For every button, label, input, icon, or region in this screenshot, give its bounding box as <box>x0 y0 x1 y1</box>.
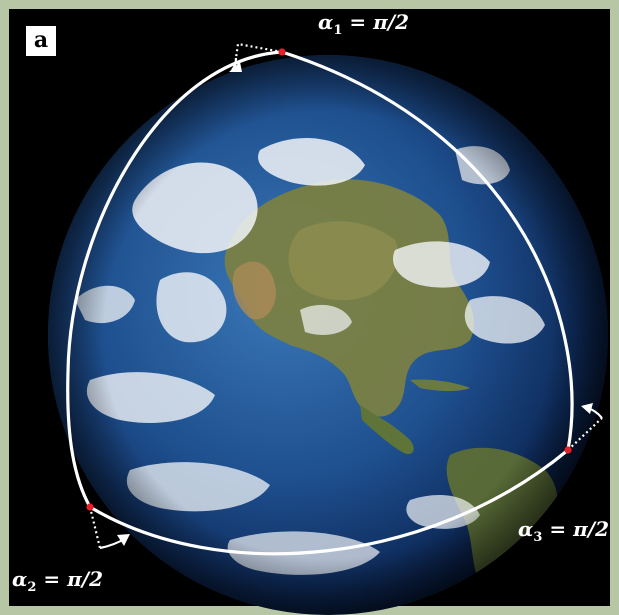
angle-equation: = π/2 <box>342 10 409 34</box>
arrowhead-1 <box>229 62 242 72</box>
angle-label-3: α3 = π/2 <box>518 517 609 545</box>
angle-index: 1 <box>333 23 343 38</box>
angle-index: 2 <box>27 580 37 595</box>
arrowheads <box>117 62 593 546</box>
tangent-lines <box>88 42 603 549</box>
earth-surface <box>48 55 608 615</box>
angle-equation: = π/2 <box>36 567 103 591</box>
spherical-triangle <box>66 50 574 556</box>
angle-label-1: α1 = π/2 <box>318 10 409 38</box>
vertex-1 <box>278 48 286 56</box>
arrowhead-3 <box>581 403 593 414</box>
panel-label: a <box>26 26 56 56</box>
angle-label-2: α2 = π/2 <box>12 567 103 595</box>
angle-equation: = π/2 <box>542 517 609 541</box>
angle-index: 3 <box>533 530 543 545</box>
vertex-2 <box>86 503 94 511</box>
angle-symbol: α <box>12 567 28 591</box>
vertex-3 <box>564 446 572 454</box>
arrowhead-2 <box>117 534 130 546</box>
angle-symbol: α <box>518 517 534 541</box>
angle-symbol: α <box>318 10 334 34</box>
